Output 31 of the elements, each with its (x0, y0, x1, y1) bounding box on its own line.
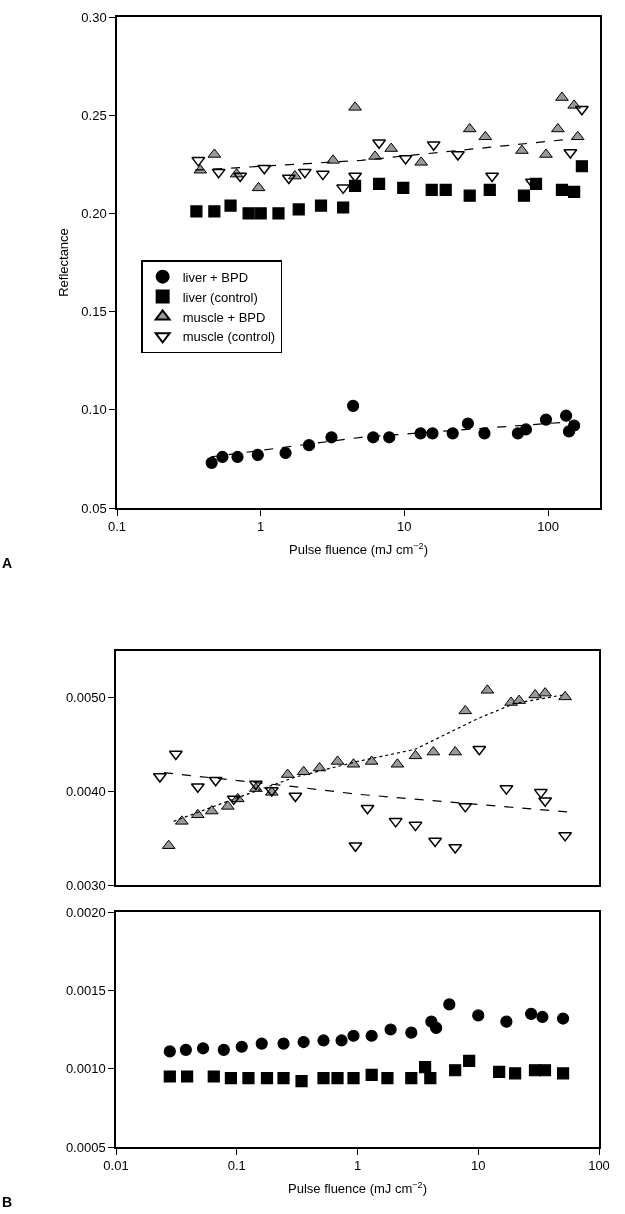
legend-label: muscle + BPD (182, 309, 266, 325)
x-axis-title: Pulse fluence (mJ cm$^{−2}$) (288, 1179, 427, 1197)
x-tick-label: 1 (353, 1158, 362, 1174)
y-tick-label: 0.10 (81, 402, 107, 418)
legend-label: liver + BPD (182, 269, 249, 285)
y-tick-label: 0.20 (81, 205, 107, 221)
y-tick-label: 0.25 (81, 107, 107, 123)
y-axis-title: Reflectance (55, 228, 71, 297)
x-tick-label: 0.01 (103, 1158, 129, 1174)
legend-label: muscle (control) (182, 329, 276, 345)
y-tick-label: 0.0005 (65, 1139, 106, 1155)
x-tick-label: 1 (257, 519, 265, 535)
y-tick-label: 0.30 (81, 9, 107, 25)
y-tick-label: 0.0040 (65, 783, 106, 799)
text: A (2, 555, 13, 571)
x-axis-title: Pulse fluence (mJ cm$^{−2}$) (289, 540, 428, 558)
y-tick-label: 0.0015 (65, 982, 106, 998)
y-tick-label: 0.0030 (65, 877, 106, 893)
y-tick-label: 0.05 (81, 500, 107, 516)
x-tick-label: 0.1 (107, 519, 127, 535)
y-tick-label: 0.15 (81, 304, 107, 320)
y-tick-label: 0.0010 (65, 1061, 106, 1077)
x-tick-label: 0.1 (227, 1158, 246, 1174)
x-tick-label: 10 (471, 1158, 486, 1174)
y-tick-label: 0.0020 (65, 904, 106, 920)
legend-label: liver (control) (182, 289, 258, 305)
x-tick-label: 100 (588, 1158, 610, 1174)
text: B (2, 1194, 13, 1210)
x-tick-label: 100 (537, 519, 559, 535)
y-tick-label: 0.0050 (65, 690, 106, 706)
x-tick-label: 10 (397, 519, 412, 535)
